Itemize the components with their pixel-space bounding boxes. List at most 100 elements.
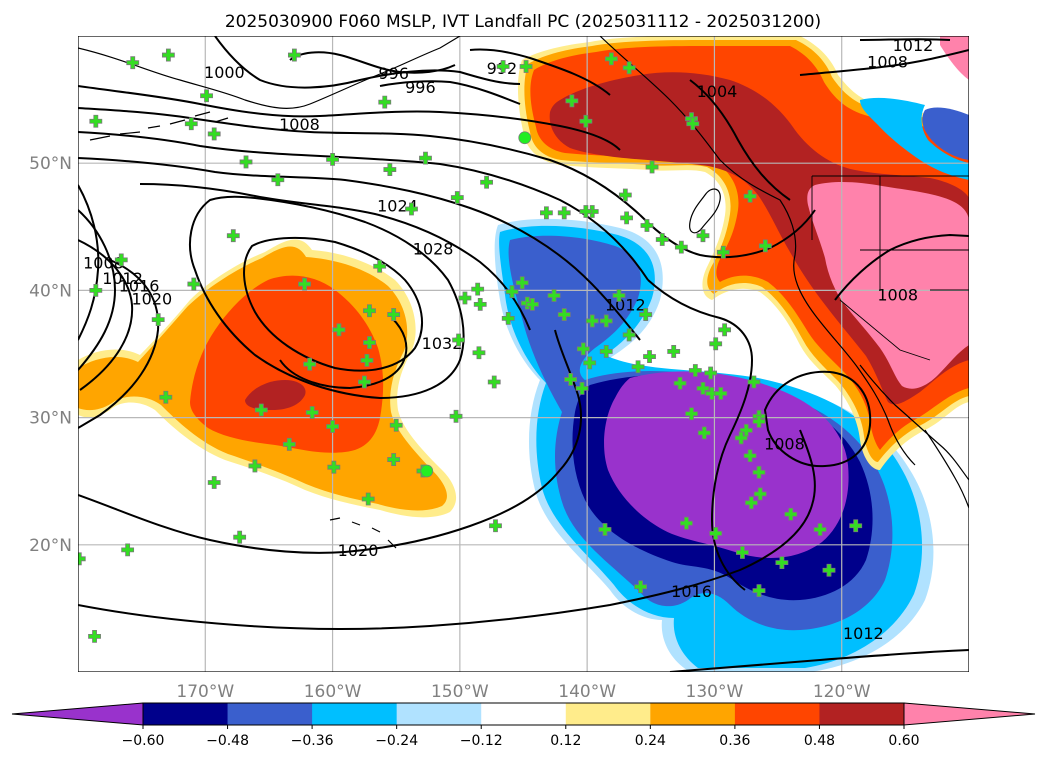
isobar-label: 1020 [338,541,379,560]
coast-aleutians [89,111,229,141]
ensemble-marker [88,629,101,643]
ensemble-marker [618,188,632,202]
ensemble-marker [496,60,510,73]
ensemble-marker [557,206,571,220]
ensemble-marker [282,437,296,451]
ensemble-marker [747,375,761,389]
ensemble-marker [667,345,681,358]
ensemble-marker [705,387,719,400]
isobar-1012-east [639,209,816,259]
isobar-1008-ne [834,233,969,301]
contour-fill-neg-nw-corner [922,107,969,160]
colorbar-tick-label: 0.24 [635,733,666,749]
colorbar-segment [143,703,229,725]
ensemble-marker [126,56,140,70]
coastlines [78,36,969,549]
ensemble-marker [226,229,240,243]
ensemble-marker [697,426,711,440]
colorbar-tick-label: 0.48 [804,733,835,749]
ensemble-marker [655,233,669,246]
contour-fill-pos-60-ne [807,182,969,389]
ensemble-marker [361,492,375,506]
colorbar-segment [396,703,482,725]
ensemble-marker [709,526,723,540]
ensemble-marker [714,387,728,400]
ensemble-marker [487,375,501,389]
ensemble-marker [743,189,757,203]
chart-title: 2025030900 F060 MSLP, IVT Landfall PC (2… [225,12,821,32]
lat-tick-labels: 50°N 40°N 30°N 20°N [29,154,72,556]
ensemble-marker [631,360,645,374]
ensemble-marker [184,117,198,131]
ensemble-marker [254,403,268,417]
isobar-1016-west [78,239,134,391]
colorbar-segment [734,703,820,725]
isobar-1016-south [78,429,816,630]
isobar-label: 1016 [671,582,712,601]
mslp-isobars [78,36,969,672]
ensemble-marker [688,364,702,377]
isobar-label: 996 [378,64,409,83]
isobar-label: 1012 [605,296,646,315]
ensemble-marker [378,95,392,109]
ensemble-marker [680,516,693,530]
isobar-1020-south [78,329,582,554]
colorbar-segment [565,703,651,725]
ensemble-marker [575,381,589,395]
ensemble-marker [233,530,247,544]
ensemble-marker [639,308,653,321]
ensemble-marker [752,415,766,428]
ensemble-marker [89,284,103,297]
ensemble-marker [271,173,285,187]
ensemble-marker [389,418,403,432]
ensemble-marker [363,336,376,349]
colorbar-extend-low [11,702,144,726]
ensemble-marker [604,52,618,66]
colorbar-extend-high [903,702,1036,726]
ensemble-marker [78,552,86,566]
ensemble-marker [718,323,732,337]
ensemble-marker [784,507,798,521]
colorbar-tick-label: 0.36 [719,733,750,749]
ensemble-marker [696,229,710,243]
isobar-label: 1008 [83,254,124,273]
ensemble-marker [758,239,772,253]
ensemble-marker [332,323,346,337]
ensemble-marker [449,409,463,423]
colorbar-tick-label: −0.60 [122,733,165,749]
ensemble-marker [489,519,502,533]
ensemble-marker [287,48,301,62]
ensemble-marker [526,297,539,311]
contour-fill-pos-72-ne [940,36,969,80]
ensemble-marker [471,282,485,296]
coast-baja [859,364,969,481]
colorbar-tick-label: −0.48 [206,733,249,749]
colorbar-segment [650,703,736,725]
ensemble-markers [78,48,863,643]
ensemble-marker [583,356,597,370]
ensemble-marker [579,205,593,218]
ensemble-marker [822,563,836,577]
ensemble-marker [326,420,339,433]
ensemble-marker [622,328,636,342]
ensemble-marker [207,476,221,489]
isobar-label: 1008 [764,434,805,453]
ensemble-marker [505,285,519,299]
map-grid [78,36,969,672]
colorbar: −0.60 −0.48 −0.36 −0.24 −0.12 0.12 0.24 0.36 0.4… [11,702,1036,749]
ensemble-marker [752,465,766,479]
ensemble-marker [564,373,577,386]
coast-mexico [924,429,969,509]
isobar-1008-north [78,107,641,216]
ensemble-marker [207,127,221,141]
ensemble-marker [305,406,319,419]
ensemble-marker [387,308,401,321]
ensemble-marker [187,277,201,291]
ensemble-marker [557,308,571,321]
contour-fill-neg-nw-corner-outer [860,97,969,180]
ensemble-marker [452,333,465,347]
ensemble-marker-dot [518,131,532,145]
contour-fill-pos-36-west [190,275,384,453]
isobar-1028 [243,236,423,372]
